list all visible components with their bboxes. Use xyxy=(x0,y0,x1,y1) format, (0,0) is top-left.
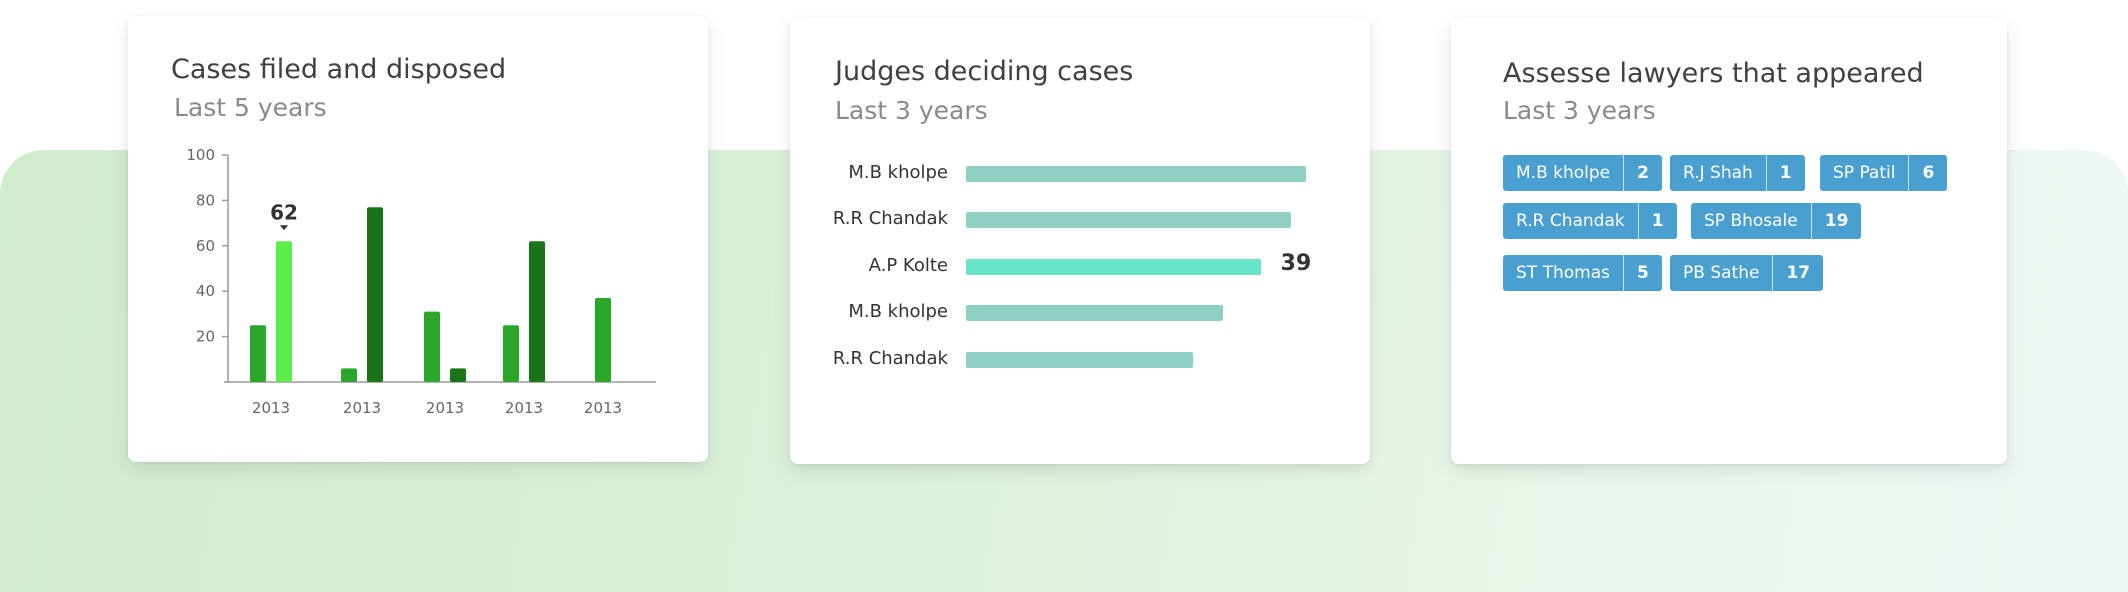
y-tick-label: 40 xyxy=(196,282,215,300)
lawyer-tag[interactable]: ST Thomas 5 xyxy=(1503,255,1662,291)
lawyer-tag[interactable]: R.J Shah 1 xyxy=(1670,155,1805,191)
lawyer-name: R.J Shah xyxy=(1683,163,1753,183)
y-tick-label: 80 xyxy=(196,191,215,209)
lawyer-count-badge: 1 xyxy=(1765,155,1805,191)
card-subtitle: Last 3 years xyxy=(835,96,988,125)
x-tick-label: 2013 xyxy=(584,399,622,417)
y-tick-label: 20 xyxy=(196,328,215,346)
x-tick-label: 2013 xyxy=(426,399,464,417)
x-tick-label: 2013 xyxy=(505,399,543,417)
cases-card: Cases filed and disposed Last 5 years 20… xyxy=(128,16,708,462)
lawyer-name: M.B kholpe xyxy=(1516,163,1611,183)
bar-series-2-1 xyxy=(276,241,292,382)
x-tick-label: 2013 xyxy=(343,399,381,417)
judge-bar-3 xyxy=(966,259,1261,275)
bar-series-1-5 xyxy=(595,298,611,382)
judge-bar-4 xyxy=(966,305,1223,321)
lawyer-tag[interactable]: M.B kholpe 2 xyxy=(1503,155,1662,191)
lawyer-count-badge: 6 xyxy=(1908,155,1947,191)
bar-series-1-2 xyxy=(341,368,357,382)
judge-row: M.B kholpe xyxy=(790,162,1370,184)
lawyer-tag[interactable]: SP Patil 6 xyxy=(1820,155,1948,191)
bar-series-1-4 xyxy=(503,325,519,382)
judge-name-label: R.R Chandak xyxy=(832,348,948,369)
judge-bar-1 xyxy=(966,166,1306,182)
lawyer-tag[interactable]: R.R Chandak 1 xyxy=(1503,203,1677,239)
judge-row: M.B kholpe xyxy=(790,301,1370,323)
card-title: Judges deciding cases xyxy=(835,56,1134,87)
lawyer-tag[interactable]: SP Bhosale 19 xyxy=(1691,203,1862,239)
judges-card: Judges deciding cases Last 3 years M.B k… xyxy=(790,18,1370,464)
judge-row: R.R Chandak xyxy=(790,208,1370,230)
bar-series-2-2 xyxy=(367,207,383,382)
lawyer-name: ST Thomas xyxy=(1516,263,1610,283)
judge-row: R.R Chandak xyxy=(790,348,1370,370)
lawyer-tag[interactable]: PB Sathe 17 xyxy=(1670,255,1824,291)
cases-bar-chart: 20 40 60 80 100 62 2013 2013 2013 2013 2013 xyxy=(186,146,656,417)
highlight-marker-icon xyxy=(280,225,288,231)
bar-series-2-4 xyxy=(529,241,545,382)
judge-name-label: M.B kholpe xyxy=(848,301,948,322)
judge-name-label: M.B kholpe xyxy=(848,162,948,183)
lawyer-count-badge: 17 xyxy=(1772,255,1823,291)
lawyer-name: SP Bhosale xyxy=(1704,211,1798,231)
card-title: Cases filed and disposed xyxy=(171,54,507,85)
bar-value-label: 39 xyxy=(1280,251,1312,276)
judge-name-label: R.R Chandak xyxy=(832,208,948,229)
lawyer-count-badge: 19 xyxy=(1810,203,1862,239)
bar-series-1-1 xyxy=(250,325,266,382)
bar-value-label: 62 xyxy=(270,200,298,224)
y-tick-label: 60 xyxy=(196,237,215,255)
judge-bar-2 xyxy=(966,212,1291,228)
bar-series-2-3 xyxy=(450,368,466,382)
lawyer-count-badge: 5 xyxy=(1622,255,1662,291)
lawyer-count-badge: 2 xyxy=(1623,155,1662,191)
lawyer-count-badge: 1 xyxy=(1637,203,1677,239)
y-tick-label: 100 xyxy=(186,146,215,164)
lawyer-name: R.R Chandak xyxy=(1516,211,1625,231)
card-title: Assesse lawyers that appeared xyxy=(1503,58,1924,89)
lawyer-name: SP Patil xyxy=(1833,163,1896,183)
bar-series-1-3 xyxy=(424,311,440,382)
judge-bar-5 xyxy=(966,352,1193,368)
lawyers-card: Assesse lawyers that appeared Last 3 yea… xyxy=(1451,18,2007,464)
card-subtitle: Last 3 years xyxy=(1503,96,1656,125)
card-subtitle: Last 5 years xyxy=(174,93,327,122)
judge-row: A.P Kolte 39 xyxy=(790,251,1370,277)
x-tick-label: 2013 xyxy=(252,399,290,417)
judge-name-label: A.P Kolte xyxy=(868,255,948,276)
lawyer-name: PB Sathe xyxy=(1683,263,1760,283)
